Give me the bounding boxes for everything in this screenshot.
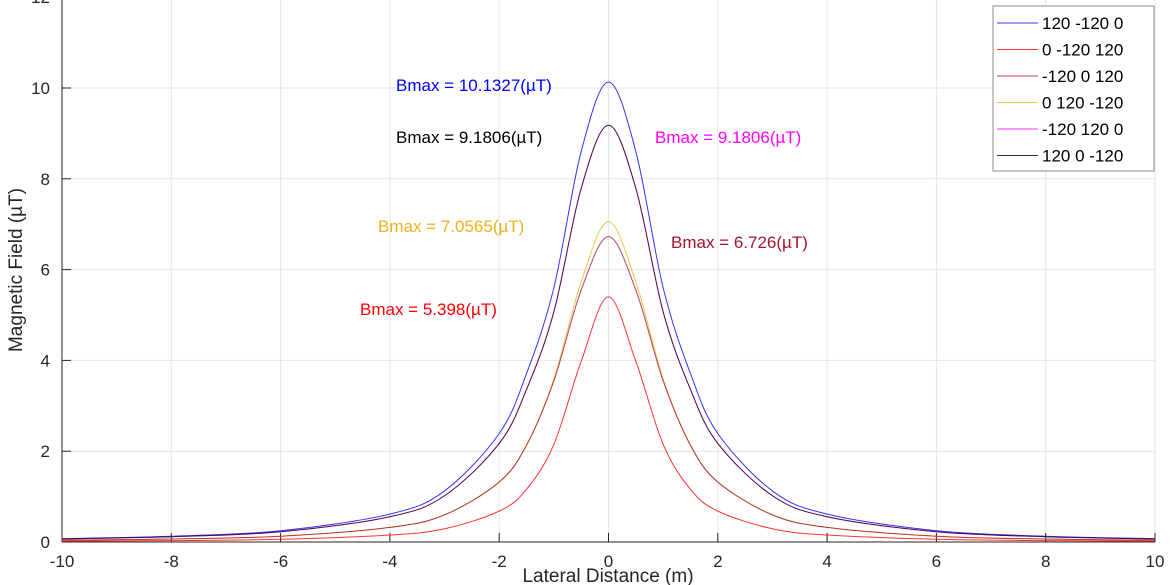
legend-box xyxy=(992,5,1155,172)
series-lines xyxy=(61,81,1156,542)
y-tick-label: 2 xyxy=(41,442,50,461)
x-tick-label: 2 xyxy=(713,552,722,571)
annotation-bmax: Bmax = 9.1806(µT) xyxy=(396,128,542,147)
legend-label: 120 -120 0 xyxy=(1042,14,1123,33)
y-tick-label: 8 xyxy=(41,170,50,189)
legend-label: 0 120 -120 xyxy=(1042,94,1123,113)
legend-label: -120 0 120 xyxy=(1042,67,1123,86)
y-axis-label: Magnetic Field (µT) xyxy=(6,188,27,352)
x-tick-label: -8 xyxy=(164,552,179,571)
series-line-5 xyxy=(61,124,1156,540)
x-tick-label: -2 xyxy=(492,552,507,571)
y-tick-label: 12 xyxy=(31,0,50,7)
series-line-0 xyxy=(61,81,1156,540)
series-line-1 xyxy=(61,296,1156,542)
grid xyxy=(61,0,1156,543)
annotation-bmax: Bmax = 10.1327(µT) xyxy=(396,76,552,95)
y-tick-label: 10 xyxy=(31,79,50,98)
x-tick-label: 0 xyxy=(604,552,613,571)
y-tick-label: 6 xyxy=(41,261,50,280)
annotation-bmax: Bmax = 7.0565(µT) xyxy=(378,217,524,236)
legend-label: -120 120 0 xyxy=(1042,120,1123,139)
y-tick-label: 0 xyxy=(41,533,50,552)
x-tick-label: 6 xyxy=(932,552,941,571)
legend-label: 120 0 -120 xyxy=(1042,147,1123,166)
annotation-bmax: Bmax = 9.1806(µT) xyxy=(655,128,801,147)
annotation-bmax: Bmax = 6.726(µT) xyxy=(671,233,808,252)
legend-label: 0 -120 120 xyxy=(1042,41,1123,60)
annotation-bmax: Bmax = 5.398(µT) xyxy=(360,300,497,319)
series-line-2 xyxy=(61,236,1156,541)
axes: -10 -8 -6 -4 -2 0 2 4 6 8 10 0 2 4 6 8 10 12 xyxy=(31,0,1164,571)
x-tick-label: 8 xyxy=(1041,552,1050,571)
y-tick-label: 4 xyxy=(41,351,50,370)
x-tick-label: -6 xyxy=(273,552,288,571)
x-tick-label: 10 xyxy=(1146,552,1165,571)
legend[interactable]: 120 -120 0 0 -120 120 -120 0 120 0 120 -120… xyxy=(992,5,1155,172)
x-tick-label: 4 xyxy=(822,552,831,571)
x-tick-label: -10 xyxy=(50,552,75,571)
x-tick-label: -4 xyxy=(382,552,397,571)
annotations: Bmax = 10.1327(µT) Bmax = 9.1806(µT) Bmax … xyxy=(360,76,808,319)
x-axis-label: Lateral Distance (m) xyxy=(522,566,693,585)
